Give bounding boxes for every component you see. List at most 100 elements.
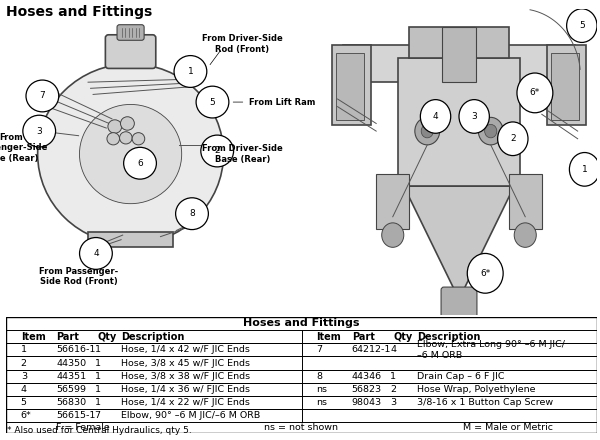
Text: Elbow, Extra Long 90° –6 M JIC/
–6 M ORB: Elbow, Extra Long 90° –6 M JIC/ –6 M ORB (417, 340, 565, 359)
Text: 6*: 6* (530, 88, 540, 97)
Circle shape (26, 80, 59, 112)
Text: Qty: Qty (98, 332, 117, 341)
Text: 4: 4 (390, 345, 396, 354)
Text: 1: 1 (390, 372, 396, 381)
Circle shape (566, 9, 597, 42)
Text: 3: 3 (37, 127, 42, 136)
Text: 4: 4 (93, 249, 99, 258)
Text: 4: 4 (433, 112, 439, 121)
Circle shape (79, 104, 182, 204)
Bar (547, 45, 586, 125)
Circle shape (38, 64, 223, 244)
Text: Drain Cap – 6 F JIC: Drain Cap – 6 F JIC (417, 372, 504, 381)
Text: 5: 5 (209, 98, 215, 106)
Text: ns: ns (316, 385, 327, 394)
Text: 98043: 98043 (352, 398, 382, 407)
Text: 3: 3 (472, 112, 477, 121)
Text: Part: Part (352, 332, 374, 341)
Text: 8: 8 (189, 209, 195, 218)
Bar (88, 232, 173, 247)
Text: F = Female: F = Female (56, 423, 110, 433)
Circle shape (478, 117, 503, 145)
Text: 64212-1: 64212-1 (352, 345, 391, 354)
FancyBboxPatch shape (106, 35, 156, 69)
Text: 7: 7 (40, 92, 45, 100)
Text: Hoses and Fittings: Hoses and Fittings (243, 319, 360, 328)
Text: 3: 3 (390, 398, 396, 407)
Bar (343, 45, 575, 82)
Circle shape (174, 55, 207, 88)
Text: 7: 7 (316, 345, 322, 354)
Bar (409, 27, 509, 58)
Circle shape (517, 73, 553, 113)
Text: Description: Description (121, 332, 185, 341)
Text: Part: Part (56, 332, 79, 341)
Text: Hose Wrap, Polyethylene: Hose Wrap, Polyethylene (417, 385, 535, 394)
Text: 1: 1 (582, 165, 587, 174)
Text: M = Male or Metric: M = Male or Metric (463, 423, 553, 433)
Text: 6*: 6* (480, 269, 490, 278)
Text: 56830: 56830 (56, 398, 86, 407)
Text: 6: 6 (137, 159, 143, 168)
Circle shape (382, 223, 404, 247)
Circle shape (107, 132, 119, 145)
Text: From Driver-Side
Rod (Front): From Driver-Side Rod (Front) (202, 34, 283, 54)
Circle shape (80, 238, 112, 269)
Circle shape (485, 125, 497, 138)
Text: Qty: Qty (393, 332, 412, 341)
Text: 3/8-16 x 1 Button Cap Screw: 3/8-16 x 1 Button Cap Screw (417, 398, 553, 407)
Bar (336, 53, 364, 121)
Text: 1: 1 (95, 385, 101, 394)
Text: Hose, 3/8 x 38 w/F JIC Ends: Hose, 3/8 x 38 w/F JIC Ends (121, 372, 250, 381)
Text: Hose, 1/4 x 36 w/ FJIC Ends: Hose, 1/4 x 36 w/ FJIC Ends (121, 385, 250, 394)
Polygon shape (404, 186, 514, 299)
Text: 8: 8 (316, 372, 322, 381)
Circle shape (119, 132, 132, 144)
Text: 6*: 6* (21, 411, 32, 420)
Bar (509, 174, 542, 229)
Text: From Passenger-
Side Rod (Front): From Passenger- Side Rod (Front) (39, 267, 118, 286)
Text: 1: 1 (95, 359, 101, 367)
Text: ns: ns (316, 398, 327, 407)
Text: Hose, 1/4 x 22 w/F JIC Ends: Hose, 1/4 x 22 w/F JIC Ends (121, 398, 250, 407)
Circle shape (421, 125, 433, 138)
Text: 3: 3 (21, 372, 27, 381)
Circle shape (124, 147, 157, 179)
Text: 2: 2 (214, 147, 220, 155)
Text: From Driver-Side
Base (Rear): From Driver-Side Base (Rear) (202, 144, 283, 164)
Circle shape (201, 135, 233, 167)
Text: Hoses and Fittings: Hoses and Fittings (6, 5, 152, 19)
Circle shape (421, 99, 451, 133)
Bar (398, 58, 520, 186)
FancyBboxPatch shape (117, 25, 144, 40)
Circle shape (569, 153, 600, 186)
Bar (376, 174, 409, 229)
Text: Hose, 3/8 x 45 w/F JIC Ends: Hose, 3/8 x 45 w/F JIC Ends (121, 359, 250, 367)
Circle shape (467, 253, 503, 293)
Circle shape (459, 99, 490, 133)
Text: 56615-1: 56615-1 (56, 411, 95, 420)
Text: Description: Description (417, 332, 480, 341)
Text: 1: 1 (95, 372, 101, 381)
Text: 2: 2 (510, 134, 515, 143)
Circle shape (514, 223, 536, 247)
Circle shape (196, 86, 229, 118)
Text: 44346: 44346 (352, 372, 382, 381)
Circle shape (497, 122, 528, 156)
Text: From Lift Ram: From Lift Ram (249, 98, 315, 106)
Text: * Also used for Central Hydraulics, qty 5.: * Also used for Central Hydraulics, qty … (7, 426, 192, 435)
Bar (442, 27, 476, 82)
Text: 56616-1: 56616-1 (56, 345, 95, 354)
Text: 56823: 56823 (352, 385, 382, 394)
Text: 44350: 44350 (56, 359, 86, 367)
Text: Item: Item (316, 332, 341, 341)
Circle shape (132, 132, 145, 145)
Text: Hose, 1/4 x 42 w/F JIC Ends: Hose, 1/4 x 42 w/F JIC Ends (121, 345, 250, 354)
Text: 2: 2 (21, 359, 27, 367)
FancyBboxPatch shape (441, 287, 477, 318)
Text: Elbow, 90° –6 M JIC/–6 M ORB: Elbow, 90° –6 M JIC/–6 M ORB (121, 411, 260, 420)
Text: Item: Item (21, 332, 46, 341)
Text: 7: 7 (95, 411, 101, 420)
Text: 2: 2 (390, 385, 396, 394)
Circle shape (415, 117, 440, 145)
